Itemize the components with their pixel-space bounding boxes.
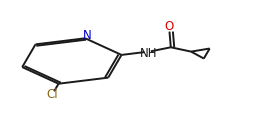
Text: Cl: Cl [46,88,58,101]
Text: N: N [82,29,91,42]
Text: O: O [165,20,174,33]
Text: NH: NH [140,47,158,61]
